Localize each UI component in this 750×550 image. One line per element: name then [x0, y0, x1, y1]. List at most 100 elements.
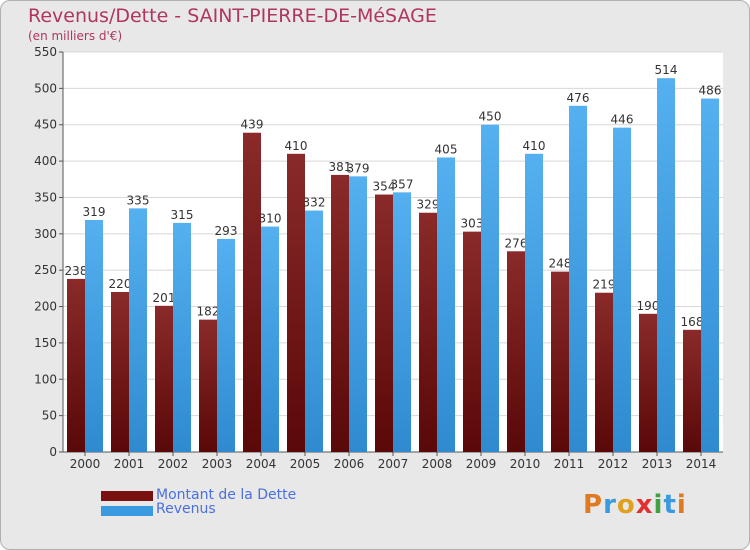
- bar-revenus: [437, 157, 455, 453]
- data-label-dette: 190: [637, 299, 660, 313]
- data-label-revenus: 293: [215, 224, 238, 238]
- data-label-dette: 182: [197, 305, 220, 319]
- bar-revenus: [85, 220, 103, 452]
- bar-revenus: [261, 226, 279, 452]
- data-label-revenus: 332: [303, 196, 326, 210]
- x-tick-label: 2004: [246, 457, 277, 471]
- data-label-dette: 303: [461, 217, 484, 231]
- bar-revenus: [657, 78, 675, 452]
- bar-dette: [375, 194, 393, 452]
- data-label-dette: 238: [65, 264, 88, 278]
- logo-letter: o: [616, 490, 636, 520]
- bar-dette: [463, 231, 481, 452]
- logo-letter: i: [676, 490, 687, 520]
- bar-revenus: [129, 208, 147, 452]
- bar-dette: [199, 319, 217, 452]
- y-tick-label: 300: [34, 227, 57, 241]
- x-tick-label: 2010: [510, 457, 541, 471]
- y-tick-label: 350: [34, 190, 57, 204]
- x-tick-label: 2003: [202, 457, 233, 471]
- data-label-dette: 276: [505, 236, 528, 250]
- bar-dette: [595, 292, 613, 452]
- chart-title: Revenus/Dette - SAINT-PIERRE-DE-MéSAGE: [28, 5, 437, 27]
- x-tick-label: 2006: [334, 457, 365, 471]
- x-tick-label: 2000: [70, 457, 101, 471]
- data-label-revenus: 310: [259, 212, 282, 226]
- bar-revenus: [569, 105, 587, 453]
- data-label-revenus: 410: [523, 139, 546, 153]
- data-label-dette: 354: [373, 180, 396, 194]
- bar-dette: [639, 313, 657, 452]
- legend-swatch-revenus: [101, 506, 153, 516]
- data-label-revenus: 405: [435, 142, 458, 156]
- y-tick-label: 150: [34, 336, 57, 350]
- x-tick-label: 2005: [290, 457, 321, 471]
- y-tick-label: 550: [34, 45, 57, 59]
- logo-letter: t: [663, 490, 677, 520]
- bar-revenus: [349, 176, 367, 452]
- x-tick-label: 2001: [114, 457, 145, 471]
- data-label-dette: 219: [593, 278, 616, 292]
- bar-revenus: [481, 124, 499, 453]
- logo-letter: x: [635, 490, 654, 520]
- data-label-dette: 410: [285, 139, 308, 153]
- bar-revenus: [173, 222, 191, 452]
- bar-revenus: [393, 192, 411, 452]
- bar-dette: [507, 251, 525, 452]
- proxiti-logo: Proxiti: [583, 490, 687, 520]
- data-label-revenus: 476: [567, 91, 590, 105]
- bar-dette: [551, 271, 569, 452]
- chart-subtitle: (en milliers d'€): [28, 29, 123, 43]
- x-tick-label: 2012: [598, 457, 629, 471]
- data-label-dette: 248: [549, 257, 572, 271]
- data-label-revenus: 514: [655, 63, 678, 77]
- x-tick-label: 2009: [466, 457, 497, 471]
- y-tick-label: 400: [34, 154, 57, 168]
- legend-label-revenus: Revenus: [156, 501, 216, 517]
- data-label-revenus: 357: [391, 177, 414, 191]
- bar-revenus: [305, 210, 323, 452]
- data-label-revenus: 319: [83, 205, 106, 219]
- bar-revenus: [217, 238, 235, 452]
- x-tick-label: 2014: [686, 457, 717, 471]
- x-tick-label: 2007: [378, 457, 409, 471]
- bar-dette: [419, 212, 437, 452]
- data-label-dette: 168: [681, 315, 704, 329]
- y-tick-label: 450: [34, 118, 57, 132]
- x-tick-label: 2002: [158, 457, 189, 471]
- data-label-revenus: 379: [347, 161, 370, 175]
- x-tick-label: 2008: [422, 457, 453, 471]
- bar-dette: [155, 305, 173, 452]
- y-tick-label: 100: [34, 372, 57, 386]
- data-label-dette: 201: [153, 291, 176, 305]
- y-tick-label: 0: [49, 445, 57, 459]
- bar-revenus: [525, 153, 543, 452]
- data-label-revenus: 446: [611, 113, 634, 127]
- data-label-dette: 329: [417, 198, 440, 212]
- bar-revenus: [701, 98, 719, 452]
- bar-revenus: [613, 127, 631, 453]
- y-tick-label: 200: [34, 300, 57, 314]
- bar-dette: [683, 329, 701, 452]
- data-label-dette: 381: [329, 160, 352, 174]
- data-label-revenus: 315: [171, 208, 194, 222]
- y-tick-label: 250: [34, 263, 57, 277]
- bar-dette: [331, 174, 349, 452]
- data-label-revenus: 335: [127, 193, 150, 207]
- bar-dette: [287, 153, 305, 452]
- data-label-dette: 220: [109, 277, 132, 291]
- data-label-dette: 439: [241, 118, 264, 132]
- bar-dette: [111, 292, 129, 452]
- data-label-revenus: 486: [699, 84, 722, 98]
- y-tick-label: 50: [42, 409, 57, 423]
- logo-letter: r: [603, 490, 617, 520]
- logo-letter: P: [583, 490, 604, 520]
- y-tick-label: 500: [34, 81, 57, 95]
- legend-label-dette: Montant de la Dette: [156, 487, 297, 503]
- logo-letter: i: [653, 490, 664, 520]
- x-tick-label: 2013: [642, 457, 673, 471]
- x-tick-label: 2011: [554, 457, 585, 471]
- data-label-revenus: 450: [479, 110, 502, 124]
